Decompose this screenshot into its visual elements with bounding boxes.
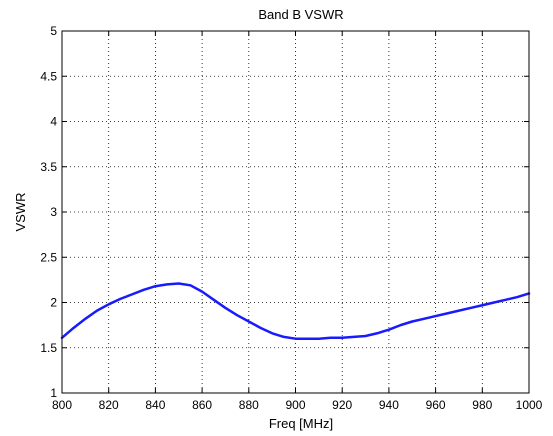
x-tick-label: 960 — [426, 398, 446, 412]
x-axis-ticks: 800 820 840 860 880 900 920 940 960 980 1000 — [52, 31, 543, 412]
y-tick-label: 3 — [50, 205, 57, 219]
series-group — [60, 282, 531, 340]
x-tick-label: 840 — [145, 398, 165, 412]
y-tick-label: 4 — [50, 115, 57, 129]
x-tick-label: 940 — [379, 398, 399, 412]
plot-frame — [61, 30, 530, 394]
x-tick-label: 820 — [99, 398, 119, 412]
y-tick-label: 4.5 — [40, 69, 57, 83]
y-axis-label: VSWR — [13, 193, 28, 232]
y-tick-label: 2 — [50, 296, 57, 310]
y-tick-label: 1 — [50, 386, 57, 400]
x-tick-label: 860 — [192, 398, 212, 412]
x-tick-label: 1000 — [516, 398, 543, 412]
series-line-vswr — [60, 282, 531, 340]
chart-title: Band B VSWR — [258, 7, 343, 22]
y-tick-label: 1.5 — [40, 341, 57, 355]
grid-lines — [62, 31, 529, 393]
y-axis-ticks: 1 1.5 2 2.5 3 3.5 4 4.5 5 — [40, 24, 529, 400]
y-tick-label: 5 — [50, 24, 57, 38]
y-tick-label: 2.5 — [40, 250, 57, 264]
x-tick-label: 980 — [472, 398, 492, 412]
x-tick-label: 800 — [52, 398, 72, 412]
x-tick-label: 900 — [285, 398, 305, 412]
y-tick-label: 3.5 — [40, 160, 57, 174]
x-axis-label: Freq [MHz] — [269, 416, 333, 431]
x-tick-label: 880 — [239, 398, 259, 412]
x-tick-label: 920 — [332, 398, 352, 412]
